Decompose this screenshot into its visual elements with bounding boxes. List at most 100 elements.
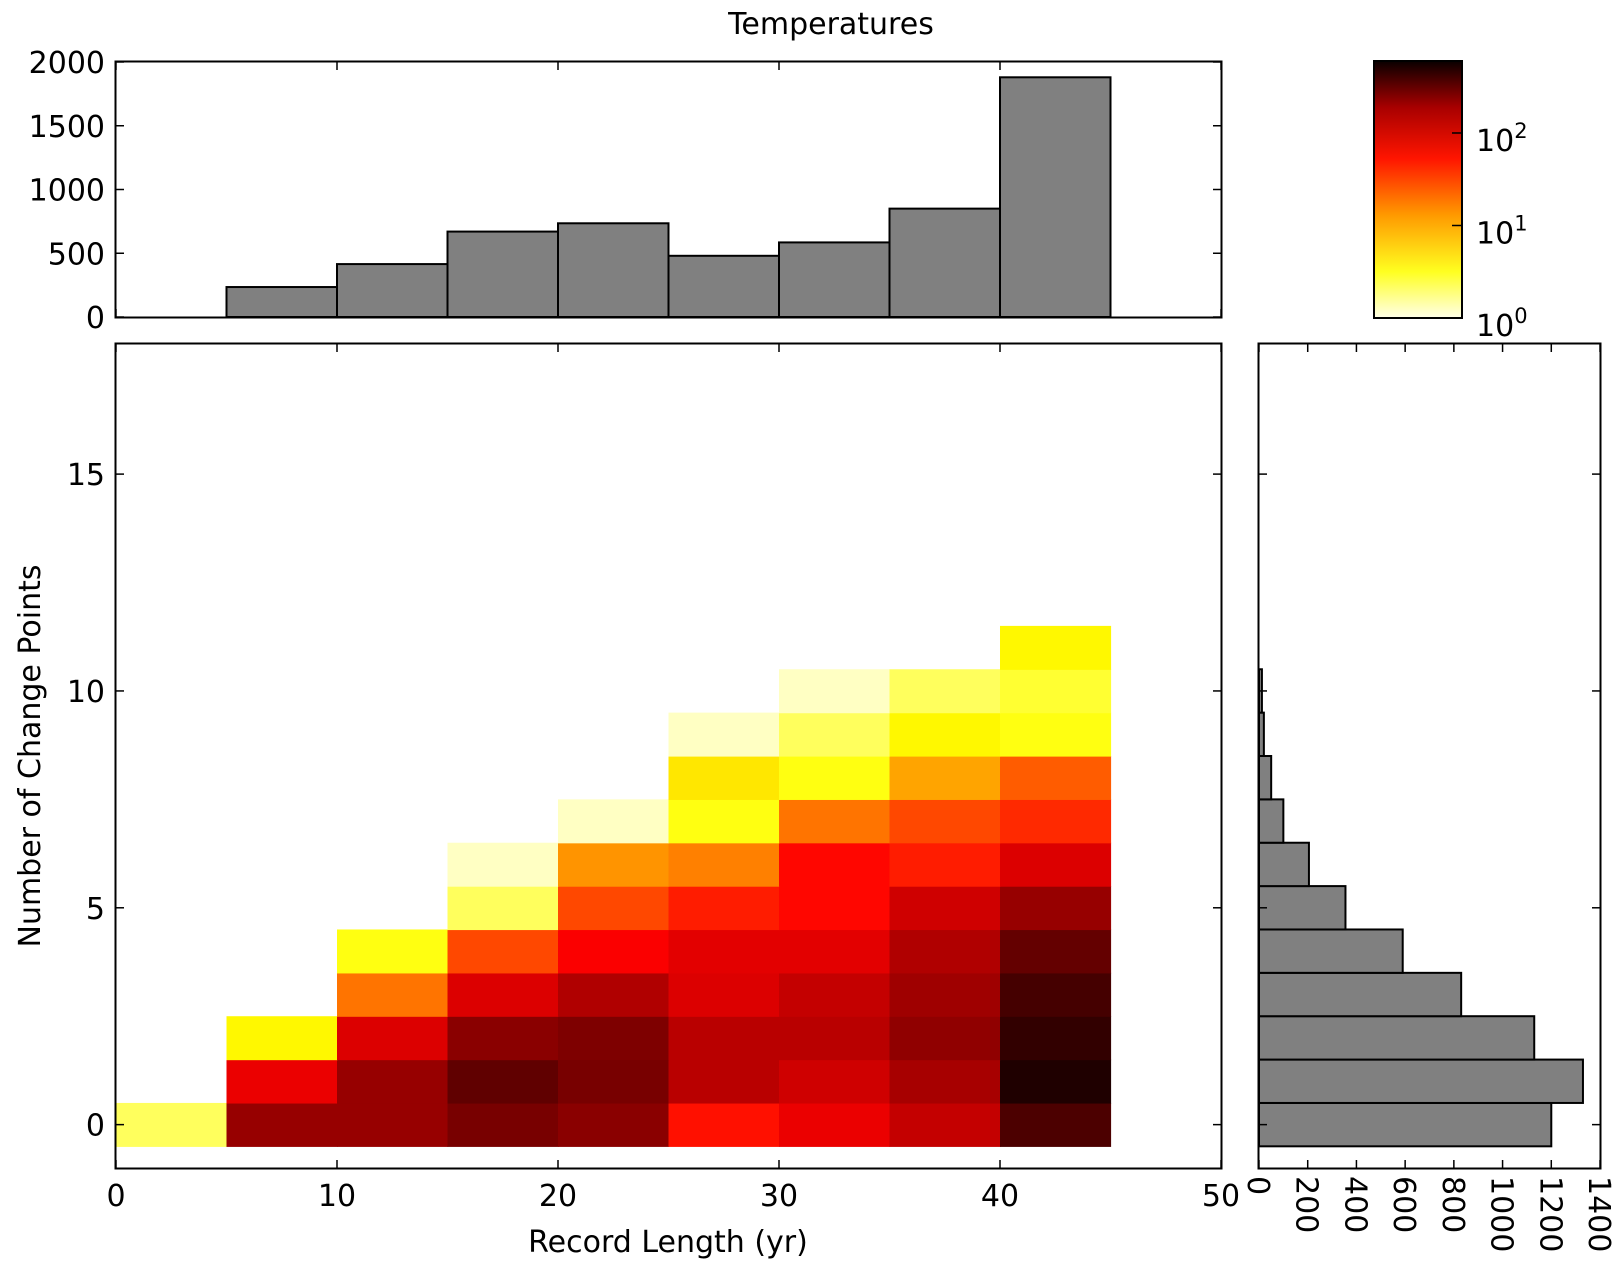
y-tick-label: 10 xyxy=(67,675,105,710)
heatmap-cell xyxy=(447,929,559,974)
heatmap-cell xyxy=(889,1102,1001,1147)
right-histogram-frame xyxy=(1257,342,1602,1170)
x-tick-label: 0 xyxy=(106,1179,125,1214)
right-x-tick-label: 1200 xyxy=(1532,1176,1567,1252)
right-histogram-bar xyxy=(1258,841,1310,888)
right-x-tick-label: 400 xyxy=(1337,1176,1372,1233)
right-histogram-ticks: 0 200 400 600 800 1000 1200 1400 xyxy=(1240,344,1616,1252)
heatmap-cell xyxy=(668,1016,780,1061)
heatmap-cell xyxy=(447,972,559,1017)
heatmap-cell xyxy=(889,886,1001,931)
top-y-tick-label: 1000 xyxy=(29,174,105,209)
top-histogram-bar xyxy=(667,254,780,319)
heatmap-cell xyxy=(447,1016,559,1061)
top-histogram-bar xyxy=(336,263,449,318)
x-tick-label: 40 xyxy=(981,1179,1019,1214)
right-histogram-bar xyxy=(1258,928,1404,974)
right-histogram-bars xyxy=(1258,668,1584,1148)
heatmap-cell xyxy=(779,799,891,844)
heatmap-cell xyxy=(1000,842,1112,887)
right-histogram-bar xyxy=(1258,798,1285,844)
x-axis-label: Record Length (yr) xyxy=(528,1225,808,1260)
top-histogram-bar xyxy=(778,241,891,319)
top-histogram-bar xyxy=(999,76,1112,318)
right-histogram-bar xyxy=(1258,755,1273,801)
heatmap-ticks: 0 10 20 30 40 50 0 5 10 15 xyxy=(67,344,1240,1214)
heatmap-cell xyxy=(889,929,1001,974)
heatmap-cell xyxy=(558,972,670,1017)
colorbar-gradient xyxy=(1374,61,1462,318)
heatmap-panel: 0 10 20 30 40 50 0 5 10 15 Record Length (yr) Num… xyxy=(13,342,1240,1260)
right-histogram-bar xyxy=(1258,1015,1536,1061)
heatmap-cell xyxy=(558,842,670,887)
right-histogram-bar xyxy=(1258,1058,1584,1104)
heatmap-cell xyxy=(889,972,1001,1017)
heatmap-cell xyxy=(558,886,670,931)
heatmap-cell xyxy=(889,712,1001,757)
heatmap-cell xyxy=(337,972,449,1017)
heatmap-cell xyxy=(1000,929,1112,974)
heatmap-cell xyxy=(1000,712,1112,757)
heatmap-cell xyxy=(668,886,780,931)
heatmap-cell xyxy=(447,886,559,931)
right-x-tick-label: 1000 xyxy=(1484,1176,1519,1252)
top-histogram-bars xyxy=(225,76,1112,319)
heatmap-cell xyxy=(889,756,1001,800)
heatmap-cell xyxy=(668,712,780,757)
right-x-tick-label: 600 xyxy=(1386,1176,1421,1233)
top-histogram-bar xyxy=(446,230,559,318)
right-histogram-bar xyxy=(1258,1101,1553,1148)
heatmap-cell xyxy=(779,1016,891,1061)
right-histogram: 0 200 400 600 800 1000 1200 1400 xyxy=(1240,342,1616,1252)
colorbar-tick-label: 102 xyxy=(1476,119,1528,159)
heatmap-cell xyxy=(226,1059,338,1104)
heatmap-cell xyxy=(116,1102,228,1147)
heatmap-cell xyxy=(1000,886,1112,931)
top-y-tick-label: 500 xyxy=(48,237,105,272)
colorbar-ticks: 100 101 102 xyxy=(1452,119,1528,344)
heatmap-cell xyxy=(779,1102,891,1147)
heatmap-cell xyxy=(226,1016,338,1061)
x-tick-label: 10 xyxy=(318,1179,356,1214)
heatmap-cell xyxy=(668,1102,780,1147)
x-tick-label: 20 xyxy=(539,1179,577,1214)
right-x-tick-label: 1400 xyxy=(1581,1176,1616,1252)
y-tick-label: 0 xyxy=(86,1109,105,1144)
heatmap-cell xyxy=(1000,756,1112,800)
heatmap-cell xyxy=(779,669,891,714)
heatmap-cell xyxy=(1000,799,1112,844)
heatmap-cells xyxy=(116,625,1112,1147)
heatmap-cell xyxy=(558,1016,670,1061)
y-tick-label: 15 xyxy=(67,458,105,493)
heatmap-cell xyxy=(558,929,670,974)
heatmap-cell xyxy=(1000,1059,1112,1104)
heatmap-cell xyxy=(447,1102,559,1147)
right-histogram-bar xyxy=(1258,711,1265,758)
heatmap-cell xyxy=(779,886,891,931)
heatmap-cell xyxy=(447,842,559,887)
heatmap-cell xyxy=(337,1016,449,1061)
heatmap-cell xyxy=(668,972,780,1017)
top-histogram-bar xyxy=(888,207,1001,318)
right-x-tick-label: 200 xyxy=(1289,1176,1324,1233)
heatmap-cell xyxy=(779,756,891,800)
heatmap-cell xyxy=(779,929,891,974)
heatmap-cell xyxy=(558,799,670,844)
colorbar-tick-label: 100 xyxy=(1476,304,1528,344)
x-tick-label: 50 xyxy=(1202,1179,1240,1214)
top-histogram-bar xyxy=(225,286,338,319)
top-histogram: 0 500 1000 1500 2000 xyxy=(29,46,1223,336)
heatmap-cell xyxy=(1000,625,1112,670)
heatmap-cell xyxy=(668,929,780,974)
heatmap-cell xyxy=(337,1059,449,1104)
x-tick-label: 30 xyxy=(760,1179,798,1214)
heatmap-cell xyxy=(779,972,891,1017)
heatmap-cell xyxy=(779,712,891,757)
heatmap-cell xyxy=(337,1102,449,1147)
heatmap-cell xyxy=(447,1059,559,1104)
heatmap-cell xyxy=(889,799,1001,844)
heatmap-cell xyxy=(668,756,780,800)
heatmap-frame xyxy=(114,342,1223,1170)
top-histogram-bar xyxy=(557,222,670,319)
